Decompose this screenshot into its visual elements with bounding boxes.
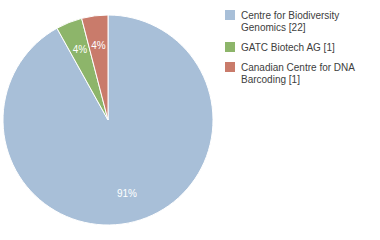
pie (3, 15, 213, 225)
legend-label: Canadian Centre for DNABarcoding [1] (241, 62, 355, 85)
legend-label: GATC Biotech AG [1] (241, 42, 335, 53)
legend: Centre for BiodiversityGenomics [22] GATC… (225, 10, 355, 85)
data-labels: 91% 4%4% (73, 40, 137, 199)
data-label: 91% (117, 188, 137, 199)
pie-slice (3, 15, 213, 225)
legend-item: Canadian Centre for DNABarcoding [1] (225, 62, 355, 85)
legend-label: Centre for BiodiversityGenomics [22] (241, 10, 339, 33)
chart: 91% 4%4% Centre for BiodiversityGenomics [… (0, 0, 380, 240)
pie-slice (82, 15, 108, 120)
legend-swatch (225, 62, 235, 72)
data-label: 4% (91, 40, 106, 51)
legend-swatch (225, 10, 235, 20)
legend-item: Centre for BiodiversityGenomics [22] (225, 10, 339, 33)
legend-item: GATC Biotech AG [1] (225, 42, 335, 53)
legend-swatch (225, 42, 235, 52)
data-label: 4% (73, 44, 88, 55)
